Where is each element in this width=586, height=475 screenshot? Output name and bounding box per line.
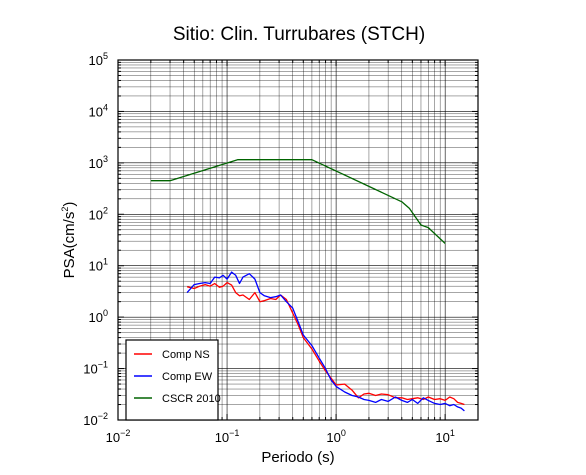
y-tick-label-exp: 0 [103, 308, 108, 318]
x-tick-label: 10−2 [106, 428, 131, 445]
x-tick-label-exp: −1 [229, 428, 239, 438]
y-tick-label: 101 [89, 257, 108, 274]
y-tick-label-exp: −2 [98, 411, 108, 421]
x-tick-label-exp: −2 [120, 428, 130, 438]
y-tick-label-base: 10 [89, 156, 103, 171]
y-tick-label-exp: 2 [103, 205, 108, 215]
y-tick-label: 10−2 [83, 411, 108, 428]
y-tick-label-exp: 1 [103, 257, 108, 267]
y-tick-label: 105 [89, 51, 108, 68]
y-tick-label-exp: 3 [103, 154, 108, 164]
y-tick-label: 10−1 [83, 360, 108, 377]
y-axis-label: PSA(cm/s2) [60, 202, 78, 279]
y-axis-label-close: ) [61, 202, 78, 207]
y-tick-label-base: 10 [83, 413, 97, 428]
series-line-3 [150, 159, 446, 244]
y-tick-label: 104 [89, 102, 108, 119]
y-tick-label-base: 10 [89, 310, 103, 325]
y-axis-label-main: PSA(cm/s [61, 212, 78, 279]
y-tick-label-exp: −1 [98, 360, 108, 370]
x-tick-label: 100 [326, 428, 345, 445]
y-tick-label-base: 10 [83, 362, 97, 377]
x-tick-label-base: 10 [215, 430, 229, 445]
series-line-2 [186, 271, 465, 412]
x-tick-label-base: 10 [326, 430, 340, 445]
y-tick-label-base: 10 [89, 207, 103, 222]
x-tick-label: 10−1 [215, 428, 240, 445]
legend: Comp NS Comp EW CSCR 2010 [125, 339, 221, 421]
x-tick-label: 101 [435, 428, 454, 445]
series-layer [150, 159, 465, 412]
y-tick-label-base: 10 [89, 104, 103, 119]
series-line-1 [186, 281, 465, 406]
x-tick-label-exp: 1 [450, 428, 455, 438]
legend-label: Comp EW [162, 371, 213, 383]
y-tick-label: 102 [89, 205, 108, 222]
y-tick-label-exp: 4 [103, 102, 108, 112]
chart-title: Sitio: Clin. Turrubares (STCH) [173, 24, 425, 45]
y-tick-label: 103 [89, 154, 108, 171]
y-tick-label-base: 10 [89, 259, 103, 274]
grid [117, 59, 479, 421]
y-tick-label: 100 [89, 308, 108, 325]
legend-label: CSCR 2010 [162, 393, 221, 405]
plot-frame [117, 59, 479, 421]
y-tick-label-base: 10 [89, 53, 103, 68]
x-axis-label: Periodo (s) [261, 449, 334, 466]
x-tick-label-base: 10 [106, 430, 120, 445]
x-tick-label-base: 10 [435, 430, 449, 445]
y-axis-label-sup: 2 [60, 207, 70, 212]
axis-ticks [117, 59, 479, 421]
x-tick-label-exp: 0 [341, 428, 346, 438]
y-tick-label-exp: 5 [103, 51, 108, 61]
legend-label: Comp NS [162, 349, 210, 361]
